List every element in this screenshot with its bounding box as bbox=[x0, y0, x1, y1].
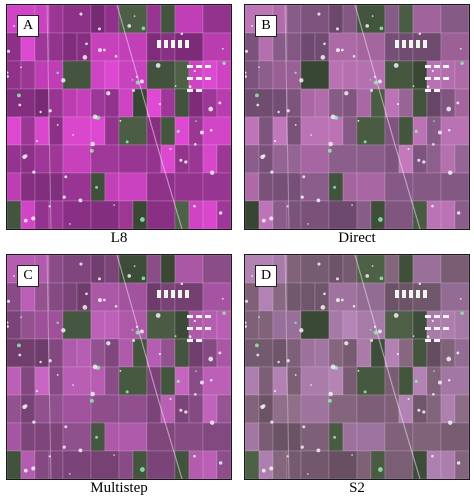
panel-label-d: D bbox=[255, 265, 277, 287]
satellite-image-b-graphic bbox=[245, 5, 469, 229]
caption-c: Multistep bbox=[90, 480, 148, 496]
panel-label-a: A bbox=[17, 15, 39, 37]
satellite-image-b: B bbox=[244, 4, 470, 230]
caption-d: S2 bbox=[349, 480, 365, 496]
satellite-image-c: C bbox=[6, 254, 232, 480]
satellite-image-d: D bbox=[244, 254, 470, 480]
caption-a: L8 bbox=[110, 230, 128, 246]
caption-b: Direct bbox=[338, 230, 376, 246]
panel-label-c: C bbox=[17, 265, 39, 287]
satellite-image-c-graphic bbox=[7, 255, 231, 479]
satellite-image-a: A bbox=[6, 4, 232, 230]
panel-label-b: B bbox=[255, 15, 277, 37]
satellite-image-a-graphic bbox=[7, 5, 231, 229]
satellite-image-d-graphic bbox=[245, 255, 469, 479]
